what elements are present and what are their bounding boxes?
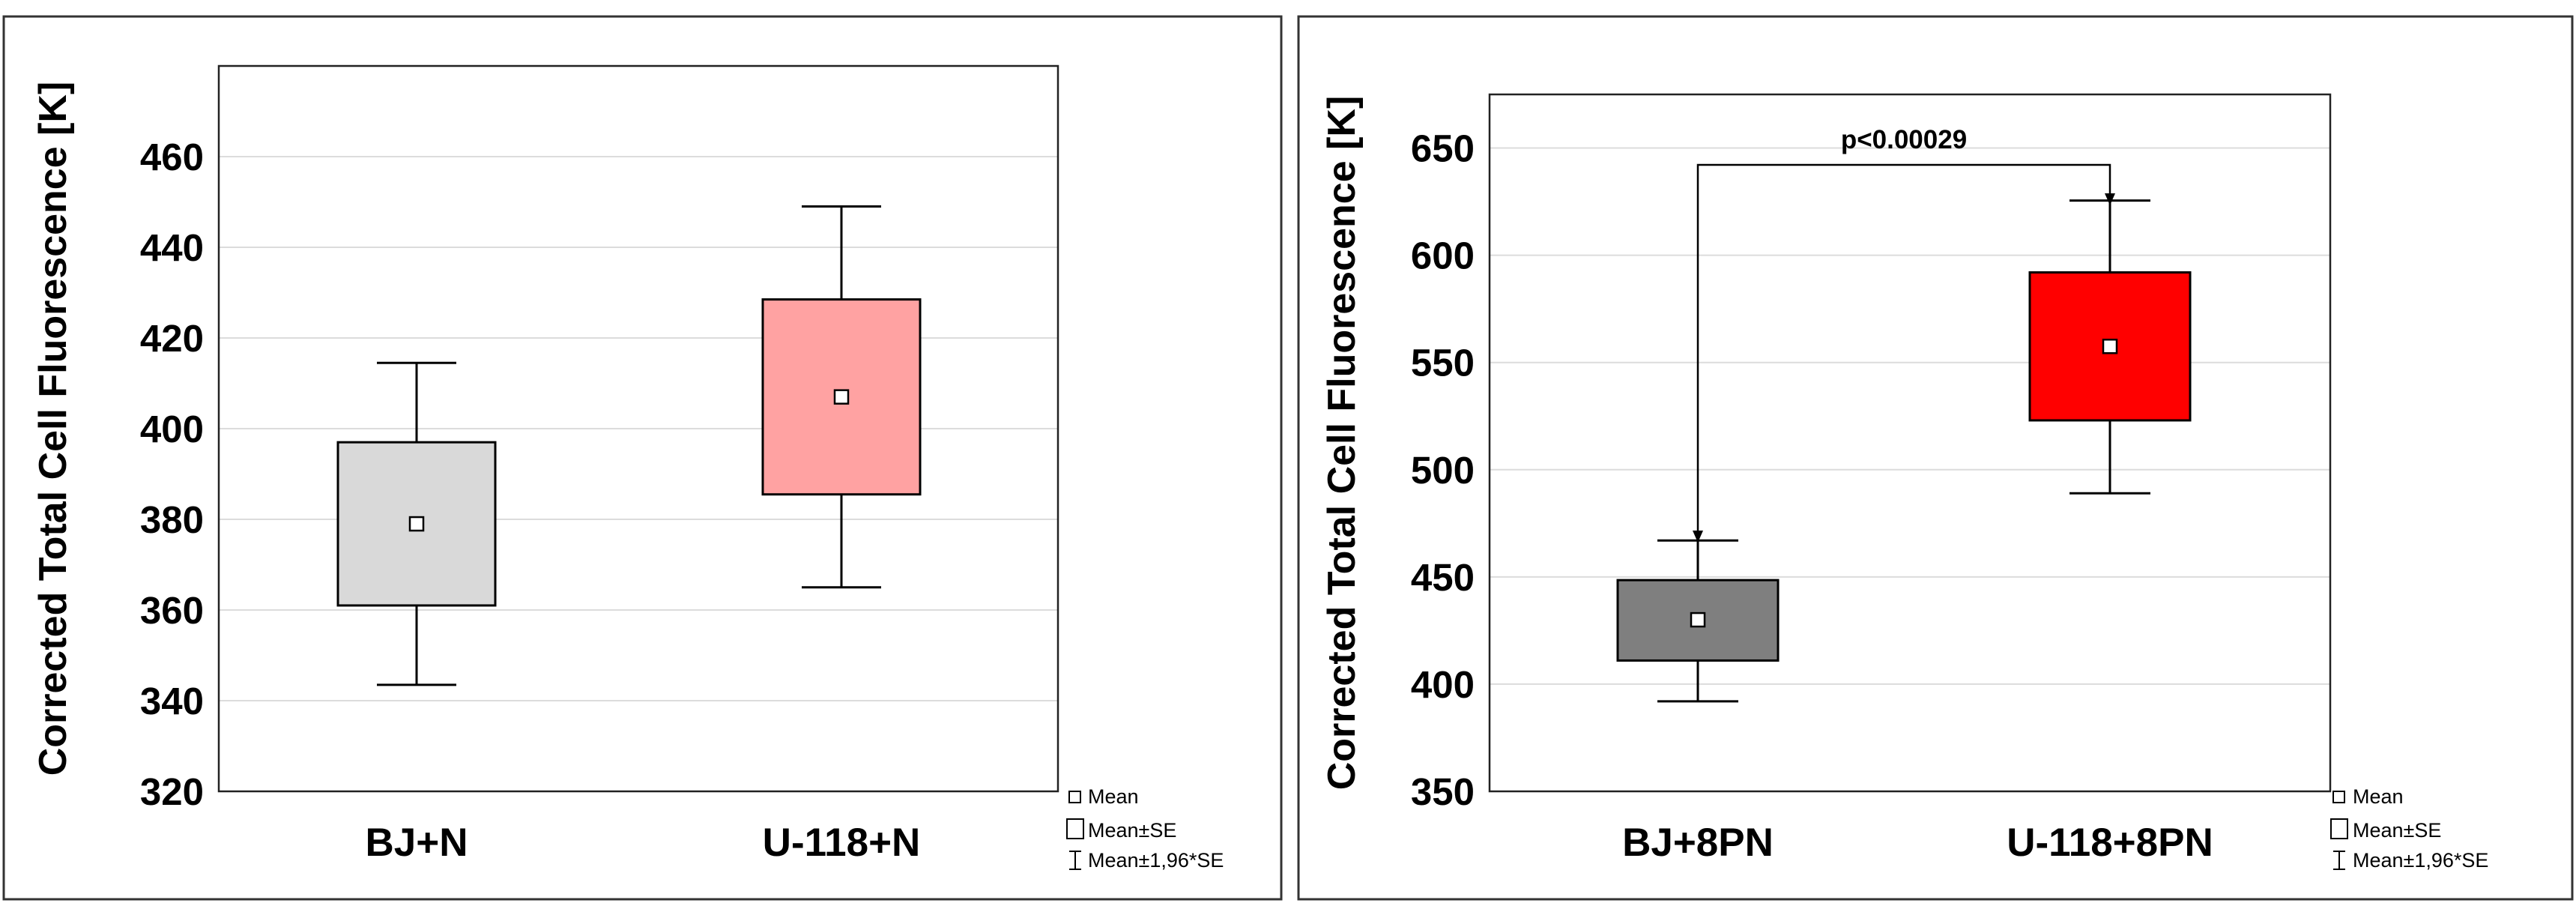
chart-right: 350 400 450 500 550 600 650 p<0.00029 Correcte…: [1320, 93, 2488, 872]
y-tick-label: 340: [140, 680, 204, 722]
mean-marker-bj-8pn: [1690, 611, 1706, 628]
category-label-bj-8pn: BJ+8PN: [1622, 821, 1774, 865]
legend-mean-marker: [2332, 791, 2345, 803]
bracket-arrow-left: [1693, 531, 1703, 543]
y-tick-label: 380: [140, 498, 204, 541]
y-tick-label: 360: [140, 589, 204, 632]
y-tick-label: 500: [1411, 449, 1475, 492]
legend-right: Mean Mean±SE Mean±1,96*SE: [2330, 785, 2488, 872]
category-label-u118-n: U-118+N: [763, 821, 921, 865]
legend-se-label: Mean±SE: [2353, 819, 2441, 842]
mean-marker-u-118-8pn: [2102, 338, 2118, 354]
panel-frame-right: [1297, 15, 2574, 901]
y-axis-label-right: Corrected Total Cell Fluorescence [K]: [1320, 96, 1364, 791]
legend-ci-marker: [2333, 851, 2345, 870]
y-tick-label: 400: [1411, 663, 1475, 706]
chart-left: 320 340 360 380 400 420 440 460 Corrected Total…: [31, 64, 1224, 872]
plot-area-left: [217, 64, 1059, 793]
legend-mean-marker: [1068, 791, 1081, 803]
y-tick-label: 350: [1411, 770, 1475, 813]
mean-marker-bj-n: [408, 516, 425, 532]
y-tick-label: 460: [140, 136, 204, 178]
y-tick-label: 550: [1411, 342, 1475, 384]
y-axis-label-left: Corrected Total Cell Fluorescence [K]: [31, 82, 75, 776]
category-label-bj-n: BJ+N: [366, 821, 468, 865]
bracket-line: [1696, 163, 2111, 531]
legend-ci-label: Mean±1,96*SE: [1088, 849, 1224, 872]
significance-bracket: p<0.00029: [1693, 125, 2115, 543]
legend-se-marker: [2330, 818, 2348, 839]
y-tick-label: 320: [140, 770, 204, 813]
legend-ci-marker: [1069, 851, 1081, 870]
y-tick-label: 650: [1411, 127, 1475, 170]
se-box-u-118-n: [761, 298, 922, 496]
legend-se-label: Mean±SE: [1088, 819, 1176, 842]
bracket-arrow-right: [2105, 193, 2115, 205]
category-label-u118-8pn: U-118+8PN: [2007, 821, 2213, 865]
legend-mean-label: Mean: [2353, 785, 2404, 808]
y-tick-label: 420: [140, 317, 204, 360]
legend-mean-label: Mean: [1088, 785, 1139, 808]
y-tick-label: 600: [1411, 235, 1475, 277]
p-value-label: p<0.00029: [1841, 125, 1967, 154]
legend-ci-label: Mean±1,96*SE: [2353, 849, 2488, 872]
plot-area-right: [1488, 93, 2332, 793]
y-tick-label: 440: [140, 226, 204, 269]
panel-frame-left: [2, 15, 1283, 901]
y-tick-label: 450: [1411, 556, 1475, 599]
mean-marker-u-118-n: [833, 389, 850, 405]
legend-left: Mean Mean±SE Mean±1,96*SE: [1066, 785, 1224, 872]
y-tick-label: 400: [140, 408, 204, 450]
legend-se-marker: [1066, 818, 1084, 839]
